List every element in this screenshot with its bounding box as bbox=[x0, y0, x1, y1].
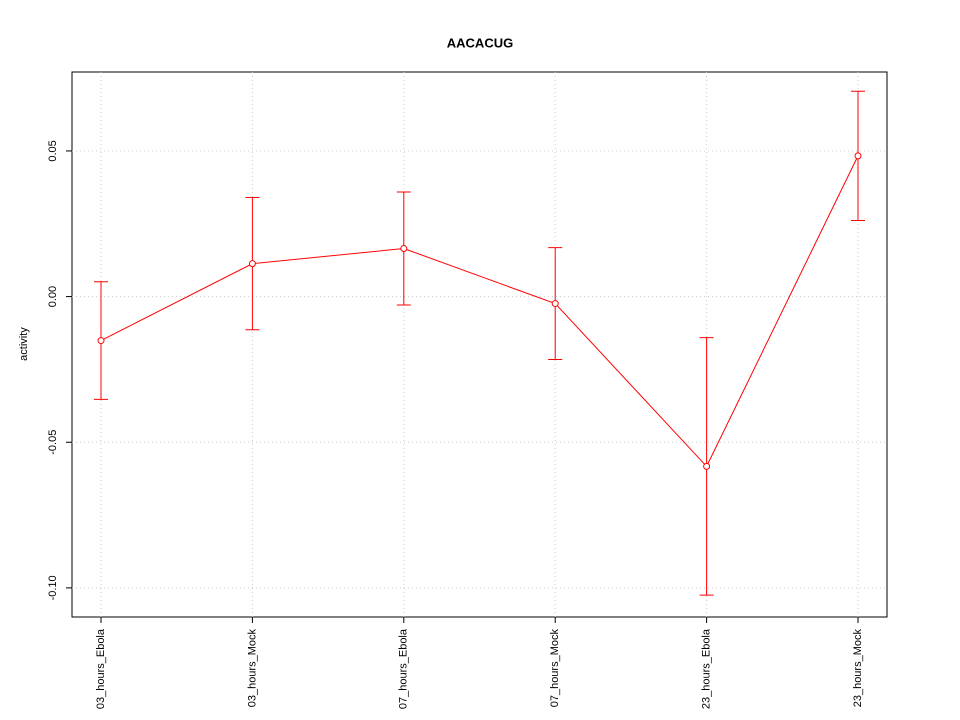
y-tick-label: 0.00 bbox=[47, 286, 59, 307]
line bbox=[100, 155, 859, 468]
point bbox=[400, 245, 408, 253]
x-tick-label: 23_hours_Mock bbox=[852, 629, 864, 708]
x-tick-label: 03_hours_Ebola bbox=[95, 628, 107, 709]
chart-title: AACACUG bbox=[447, 35, 513, 50]
x-tick-label: 07_hours_Ebola bbox=[398, 628, 410, 709]
point bbox=[703, 462, 711, 470]
y-tick-label: -0.10 bbox=[47, 575, 59, 600]
point bbox=[97, 337, 105, 345]
x-tick-label: 03_hours_Mock bbox=[246, 629, 258, 708]
y-axis-label: activity bbox=[18, 327, 30, 361]
x-tick-label: 07_hours_Mock bbox=[549, 629, 561, 708]
point bbox=[551, 300, 559, 308]
point bbox=[854, 152, 862, 160]
y-tick-label: 0.05 bbox=[47, 140, 59, 161]
x-tick-label: 23_hours_Ebola bbox=[701, 628, 713, 709]
point bbox=[248, 260, 256, 268]
y-tick-label: -0.05 bbox=[47, 430, 59, 455]
plot-frame bbox=[71, 71, 888, 618]
